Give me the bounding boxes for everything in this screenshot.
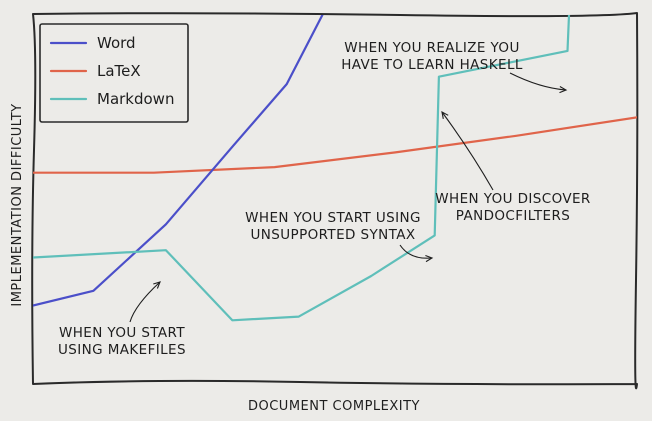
annotation-arrow-3 [441,111,494,191]
legend-label-latex: LaTeX [97,62,141,80]
annotation-label-2: WHEN YOU START USING UNSUPPORTED SYNTAX [245,210,421,243]
plot-frame [31,12,639,390]
legend-box [39,23,189,123]
legend: Word LaTeX Markdown [39,23,189,123]
annotation-line: WHEN YOU REALIZE YOU [344,40,519,56]
legend-label-word: Word [97,34,136,52]
annotation-line: UNSUPPORTED SYNTAX [251,227,416,243]
annotation-arrowhead-3 [441,110,449,120]
annotation-line: HAVE TO LEARN HASKELL [341,57,523,73]
annotation-arrowhead-2 [425,254,434,263]
x-axis-label: DOCUMENT COMPLEXITY [248,399,420,414]
series-line-word [33,15,324,307]
series-line-markdown [33,15,571,322]
annotation-line: USING MAKEFILES [58,342,186,358]
series-layer [33,15,637,322]
annotation-label-3: WHEN YOU DISCOVER PANDOCFILTERS [435,191,590,224]
annotation-line: PANDOCFILTERS [456,208,570,224]
annotation-arrowhead-1 [153,281,161,289]
annotation-label-1: WHEN YOU START USING MAKEFILES [58,325,186,358]
annotation-line: WHEN YOU DISCOVER [435,191,590,207]
annotation-arrow-2 [399,244,433,259]
annotation-arrow-4 [509,72,567,91]
legend-label-markdown: Markdown [97,90,174,108]
annotation-label-4: WHEN YOU REALIZE YOU HAVE TO LEARN HASKEL… [341,40,523,73]
annotation-arrows [129,72,568,323]
annotation-arrowhead-4 [559,86,568,94]
annotation-arrow-1 [129,281,161,323]
annotation-line: WHEN YOU START USING [245,210,421,226]
annotation-line: WHEN YOU START [59,325,185,341]
series-line-latex [33,116,637,174]
y-axis-label: IMPLEMENTATION DIFFICULTY [10,103,25,306]
